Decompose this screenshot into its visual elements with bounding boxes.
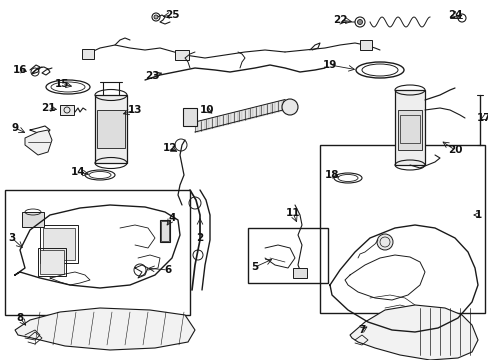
Text: 8: 8 bbox=[16, 313, 23, 323]
Bar bbox=[399, 115, 419, 143]
Bar bbox=[319, 145, 484, 313]
Text: 6: 6 bbox=[164, 265, 171, 275]
Bar bbox=[175, 50, 189, 60]
Bar bbox=[394, 90, 424, 165]
Text: 17: 17 bbox=[476, 113, 488, 123]
Text: 9: 9 bbox=[11, 123, 19, 133]
Bar bbox=[183, 108, 197, 126]
Circle shape bbox=[282, 99, 297, 115]
Text: 25: 25 bbox=[164, 10, 179, 20]
Bar bbox=[397, 110, 421, 150]
Bar bbox=[160, 220, 170, 242]
Text: 20: 20 bbox=[447, 145, 461, 155]
Text: 3: 3 bbox=[8, 233, 16, 243]
Bar bbox=[82, 49, 94, 59]
Text: 16: 16 bbox=[13, 65, 27, 75]
Text: 11: 11 bbox=[285, 208, 300, 218]
Bar bbox=[22, 212, 44, 227]
Text: 2: 2 bbox=[196, 233, 203, 243]
Text: 23: 23 bbox=[144, 71, 159, 81]
Bar bbox=[43, 228, 75, 260]
Polygon shape bbox=[25, 130, 52, 155]
Bar bbox=[40, 225, 78, 263]
Bar bbox=[247, 228, 327, 283]
Text: 7: 7 bbox=[358, 325, 365, 335]
Bar bbox=[359, 40, 371, 50]
Text: 13: 13 bbox=[127, 105, 142, 115]
Bar bbox=[292, 268, 306, 278]
Text: 12: 12 bbox=[163, 143, 177, 153]
Text: 1: 1 bbox=[473, 210, 481, 220]
Text: 22: 22 bbox=[332, 15, 346, 25]
Bar bbox=[40, 250, 64, 274]
Text: 10: 10 bbox=[199, 105, 214, 115]
Text: 24: 24 bbox=[447, 10, 461, 20]
Text: 15: 15 bbox=[55, 79, 69, 89]
Circle shape bbox=[376, 234, 392, 250]
Polygon shape bbox=[349, 305, 477, 360]
Bar bbox=[38, 248, 66, 276]
Bar bbox=[95, 95, 127, 163]
Polygon shape bbox=[15, 308, 195, 350]
Bar bbox=[161, 221, 169, 241]
Circle shape bbox=[357, 19, 362, 24]
Circle shape bbox=[154, 15, 158, 19]
Bar bbox=[5, 190, 190, 315]
Text: 4: 4 bbox=[168, 213, 175, 223]
Text: 21: 21 bbox=[41, 103, 55, 113]
Text: 18: 18 bbox=[324, 170, 339, 180]
Text: 14: 14 bbox=[71, 167, 85, 177]
Bar bbox=[97, 110, 125, 148]
Text: 5: 5 bbox=[251, 262, 258, 272]
Text: 19: 19 bbox=[322, 60, 337, 70]
Bar bbox=[60, 105, 74, 115]
